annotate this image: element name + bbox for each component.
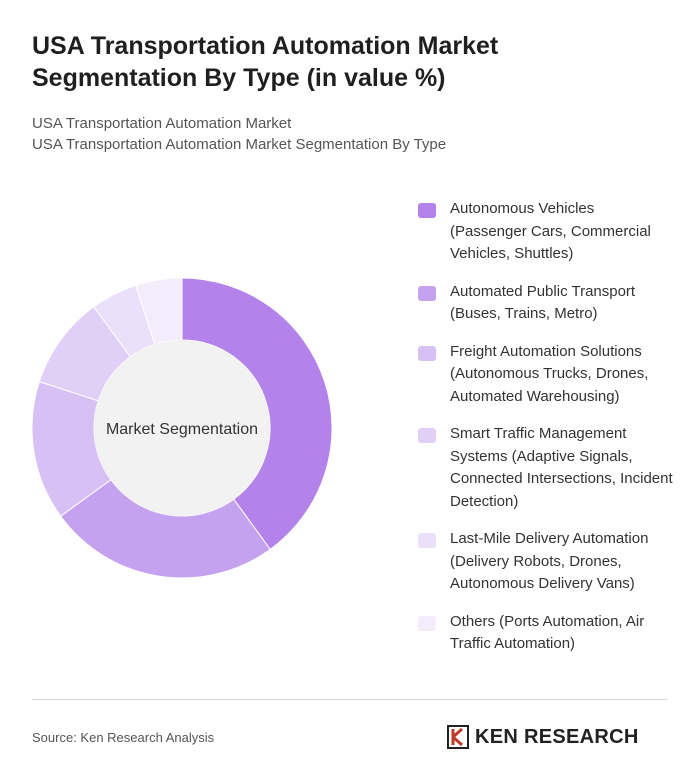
donut-center xyxy=(94,340,270,516)
subtitle-line-2: USA Transportation Automation Market Seg… xyxy=(32,136,447,153)
legend-item: Autonomous Vehicles (Passenger Cars, Com… xyxy=(418,198,678,266)
legend-swatch xyxy=(418,428,436,443)
logo-mark-icon xyxy=(447,725,469,749)
legend-label: Autonomous Vehicles (Passenger Cars, Com… xyxy=(450,200,651,262)
legend-item: Smart Traffic Management Systems (Adapti… xyxy=(418,423,678,513)
legend-label: Others (Ports Automation, Air Traffic Au… xyxy=(450,612,645,653)
footer-divider xyxy=(32,699,668,700)
legend-item: Others (Ports Automation, Air Traffic Au… xyxy=(418,611,678,656)
legend-item: Freight Automation Solutions (Autonomous… xyxy=(418,341,678,409)
legend-label: Freight Automation Solutions (Autonomous… xyxy=(450,342,649,405)
legend-swatch xyxy=(418,345,436,361)
donut-center-label: Market Segmentation xyxy=(106,421,258,438)
legend-label: Last-Mile Delivery Automation (Delivery … xyxy=(450,530,649,592)
legend-swatch xyxy=(418,203,436,218)
ken-research-logo: KEN RESEARCH xyxy=(447,723,639,751)
donut-chart: Market Segmentation xyxy=(22,268,342,588)
legend: Autonomous Vehicles (Passenger Cars, Com… xyxy=(418,198,678,671)
legend-label: Automated Public Transport (Buses, Train… xyxy=(450,282,636,323)
donut-svg: Market Segmentation xyxy=(31,277,333,579)
chart-subtitle: USA Transportation Automation Market USA… xyxy=(32,113,652,155)
brand-name: KEN RESEARCH xyxy=(475,725,639,748)
legend-swatch xyxy=(418,615,436,631)
legend-item: Automated Public Transport (Buses, Train… xyxy=(418,281,678,326)
legend-label: Smart Traffic Management Systems (Adapti… xyxy=(450,425,673,510)
source-note: Source: Ken Research Analysis xyxy=(32,730,215,745)
chart-title: USA Transportation Automation Market Seg… xyxy=(32,32,499,92)
legend-item: Last-Mile Delivery Automation (Delivery … xyxy=(418,528,678,596)
legend-swatch xyxy=(418,533,436,548)
subtitle-line-1: USA Transportation Automation Market xyxy=(32,115,292,132)
legend-swatch xyxy=(418,285,436,301)
